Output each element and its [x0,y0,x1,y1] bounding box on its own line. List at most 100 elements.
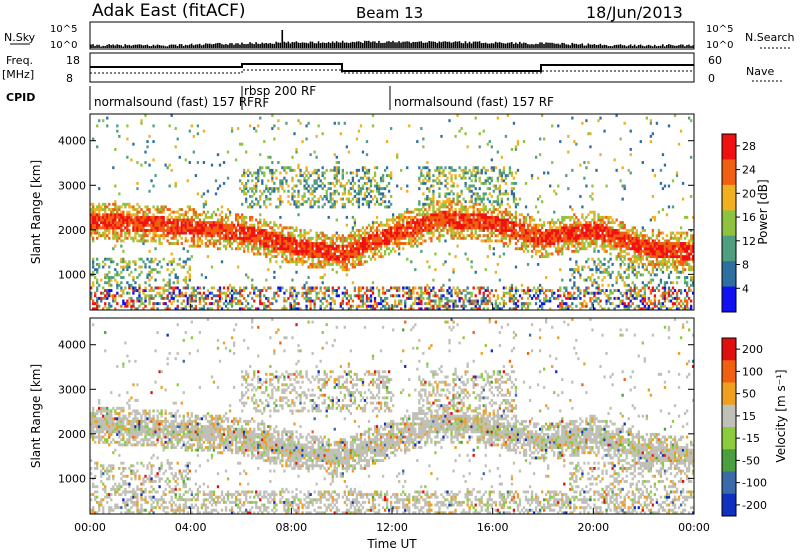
data-cell [400,302,403,306]
data-cell [102,208,105,211]
data-cell [349,236,353,240]
data-cell [466,215,469,219]
data-cell [190,231,193,235]
data-cell [273,223,276,227]
data-cell [486,228,489,232]
data-cell [291,187,294,191]
data-cell [305,289,308,292]
data-cell [486,215,489,219]
data-cell [567,236,570,240]
data-cell [96,228,99,232]
data-cell [283,304,286,308]
data-cell [212,244,216,248]
data-cell [257,174,260,178]
data-cell [259,291,262,295]
data-cell [438,192,441,196]
data-cell [166,221,169,225]
data-cell [512,302,516,306]
data-cell [291,255,294,259]
data-cell [275,260,278,264]
data-cell [418,307,421,311]
data-cell [337,286,340,290]
data-cell [253,239,256,243]
data-cell [353,231,357,235]
data-cell [426,187,429,191]
data-cell [377,189,381,193]
data-cell [180,294,183,298]
data-cell [553,210,556,214]
data-cell [496,294,499,298]
data-cell [200,226,204,230]
data-cell [514,286,518,290]
data-cell [140,208,143,211]
data-cell [265,166,268,170]
data-cell [146,294,149,298]
data-cell [500,221,504,225]
data-cell [92,302,95,306]
data-cell [309,192,312,196]
data-cell [540,226,544,230]
data-cell [408,124,411,128]
data-cell [299,244,302,248]
data-cell [335,179,338,183]
data-cell [283,296,286,300]
data-cell [385,239,389,243]
data-cell [232,291,236,295]
data-cell [140,234,143,238]
data-cell [335,260,338,264]
data-cell [430,226,433,230]
data-cell [444,223,447,227]
data-cell [385,247,389,251]
data-cell [549,296,552,300]
data-cell [325,189,328,193]
data-cell [188,265,191,269]
data-cell [210,236,214,240]
data-cell [341,171,344,175]
data-cell [267,236,270,240]
data-cell [424,226,427,230]
data-cell [148,215,151,219]
data-cell [551,294,554,298]
data-cell [202,304,206,308]
data-cell [472,174,475,178]
data-cell [452,221,455,225]
data-cell [170,302,173,306]
data-cell [241,174,244,178]
data-cell [112,210,115,214]
data-cell [208,302,212,306]
data-cell [549,242,552,245]
data-cell [279,239,282,243]
data-cell [238,247,242,251]
data-cell [385,296,389,300]
data-cell [524,228,528,232]
data-cell [428,205,431,209]
data-cell [494,187,497,191]
data-cell [170,286,173,290]
data-cell [220,215,224,219]
data-cell [132,291,135,295]
data-cell [295,147,298,151]
data-cell [234,291,238,295]
data-cell [130,299,133,303]
data-cell [355,307,359,311]
data-cell [490,168,493,172]
data-cell [538,223,542,227]
data-cell [498,223,502,227]
data-cell [323,307,326,311]
data-cell [218,163,222,167]
data-cell [230,289,234,292]
data-cell [204,294,208,298]
data-cell [255,228,258,232]
data-cell [337,236,340,240]
data-cell [432,197,435,201]
data-cell [194,221,197,225]
freq-tick-high: 18 [66,54,80,67]
data-cell [160,265,163,269]
data-cell [538,289,542,292]
data-cell [299,228,302,232]
data-cell [313,249,316,253]
data-cell [178,218,181,222]
data-cell [569,205,572,209]
data-cell [94,307,97,311]
data-cell [311,265,314,269]
